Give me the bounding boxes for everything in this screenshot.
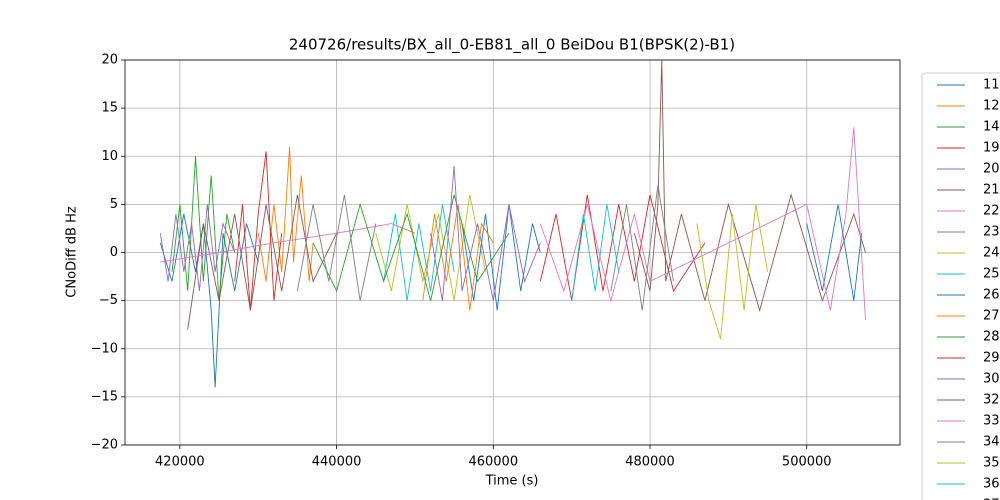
data-line [375, 194, 486, 301]
y-tick-label: 20 [101, 53, 118, 68]
plot-frame [124, 59, 901, 446]
legend-label: 29.0 [983, 351, 1000, 366]
legend-label: 23.0 [983, 225, 1000, 240]
legend-label: 37.0 [983, 498, 1000, 500]
y-tick-label: −15 [91, 389, 118, 404]
x-tick-label: 420000 [155, 455, 205, 470]
x-axis-label: Time (s) [485, 474, 539, 489]
legend-label: 30.0 [983, 372, 1000, 387]
y-tick-label: −20 [91, 438, 118, 453]
data-line [610, 185, 674, 311]
legend-label: 11.0 [983, 78, 1000, 93]
legend-label: 22.0 [983, 204, 1000, 219]
data-line [461, 204, 541, 311]
data-line [539, 194, 706, 301]
legend-label: 26.0 [983, 288, 1000, 303]
legend-label: 36.0 [983, 477, 1000, 492]
data-line [159, 204, 236, 292]
data-line [539, 127, 866, 320]
x-tick-label: 500000 [782, 455, 832, 470]
legend-label: 27.0 [983, 309, 1000, 324]
legend-label: 34.0 [983, 435, 1000, 450]
data-line [806, 204, 863, 301]
legend-label: 25.0 [983, 267, 1000, 282]
data-line [159, 213, 259, 388]
y-tick-label: 10 [101, 149, 118, 164]
legend-label: 19.0 [983, 141, 1000, 156]
data-line [296, 194, 377, 301]
legend-label: 24.0 [983, 246, 1000, 261]
data-line [234, 151, 283, 311]
legend-label: 12.0 [983, 99, 1000, 114]
data-line [257, 146, 314, 282]
data-line [312, 194, 510, 301]
legend-label: 28.0 [983, 330, 1000, 345]
legend-label: 20.0 [983, 162, 1000, 177]
y-tick-label: −5 [99, 293, 118, 308]
legend-box [921, 72, 1000, 500]
legend-label: 21.0 [983, 183, 1000, 198]
data-line [696, 204, 769, 340]
data-line [160, 223, 416, 263]
data-line [171, 156, 236, 301]
y-tick-label: 5 [110, 197, 118, 212]
legend-label: 35.0 [983, 456, 1000, 471]
x-tick-label: 460000 [468, 455, 518, 470]
data-line [422, 204, 494, 311]
chart-title: 240726/results/BX_all_0-EB81_all_0 BeiDo… [289, 36, 735, 55]
data-line [571, 204, 620, 301]
data-line [187, 194, 338, 330]
legend-label: 32.0 [983, 393, 1000, 408]
y-tick-label: 0 [110, 245, 118, 260]
legend-label: 14.0 [983, 120, 1000, 135]
y-tick-label: 15 [101, 101, 118, 116]
y-axis-label: CNoDiff dB Hz [65, 206, 80, 298]
legend-label: 33.0 [983, 414, 1000, 429]
x-tick-label: 480000 [625, 455, 675, 470]
data-line [383, 204, 455, 301]
data-line [430, 165, 541, 301]
y-tick-label: −10 [91, 341, 118, 356]
data-line [633, 60, 866, 312]
x-tick-label: 440000 [312, 455, 362, 470]
